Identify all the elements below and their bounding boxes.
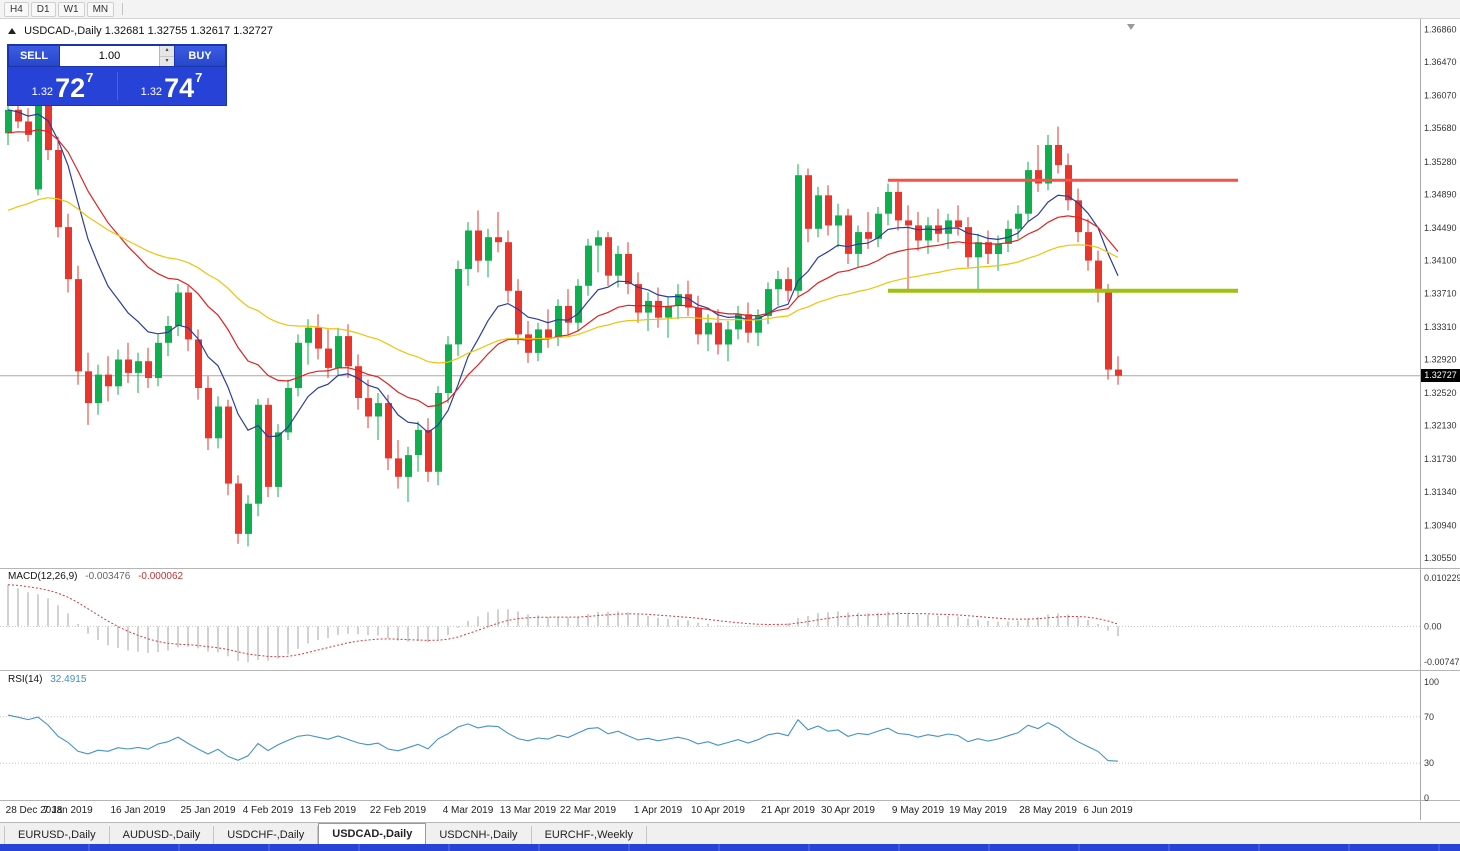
svg-text:22 Feb 2019: 22 Feb 2019 [370, 805, 427, 816]
svg-text:1.33710: 1.33710 [1424, 288, 1457, 298]
svg-text:28 May 2019: 28 May 2019 [1019, 805, 1077, 816]
svg-text:0.010229: 0.010229 [1424, 573, 1460, 583]
sell-price-big: 72 [55, 73, 86, 103]
svg-text:25 Jan 2019: 25 Jan 2019 [180, 805, 235, 816]
svg-text:1.32520: 1.32520 [1424, 388, 1457, 398]
sell-button[interactable]: SELL [8, 45, 60, 67]
buy-price-prefix: 1.32 [140, 86, 163, 98]
svg-text:1.32920: 1.32920 [1424, 355, 1457, 365]
svg-text:16 Jan 2019: 16 Jan 2019 [110, 805, 165, 816]
chart-tab-eurusd-daily[interactable]: EURUSD-,Daily [4, 826, 110, 845]
buy-price[interactable]: 1.32 74 7 [117, 67, 226, 105]
svg-text:21 Apr 2019: 21 Apr 2019 [761, 805, 815, 816]
one-click-toggle-icon[interactable] [8, 28, 16, 34]
buy-button[interactable]: BUY [174, 45, 226, 67]
svg-text:13 Mar 2019: 13 Mar 2019 [500, 805, 557, 816]
svg-text:1.35680: 1.35680 [1424, 123, 1457, 133]
svg-text:6 Jun 2019: 6 Jun 2019 [1083, 805, 1133, 816]
svg-text:1.35280: 1.35280 [1424, 157, 1457, 167]
svg-text:1.34890: 1.34890 [1424, 189, 1457, 199]
svg-text:0.00: 0.00 [1424, 621, 1442, 631]
svg-text:1 Apr 2019: 1 Apr 2019 [634, 805, 683, 816]
rsi-value: 32.4915 [50, 674, 87, 685]
svg-text:10 Apr 2019: 10 Apr 2019 [691, 805, 745, 816]
timeframe-d1-button[interactable]: D1 [30, 1, 56, 17]
chart-tab-usdcad-daily[interactable]: USDCAD-,Daily [318, 823, 427, 846]
chart-header: USDCAD-,Daily 1.32681 1.32755 1.32617 1.… [8, 25, 273, 37]
macd-main-value: -0.003476 [85, 571, 131, 582]
svg-text:1.30550: 1.30550 [1424, 553, 1457, 563]
svg-text:100: 100 [1424, 677, 1439, 687]
svg-text:19 May 2019: 19 May 2019 [949, 805, 1007, 816]
svg-text:1.33310: 1.33310 [1424, 322, 1457, 332]
chart-tab-eurchf-weekly[interactable]: EURCHF-,Weekly [532, 826, 647, 845]
sell-price-pip: 7 [86, 70, 94, 85]
svg-text:1.34490: 1.34490 [1424, 223, 1457, 233]
volume-down-button[interactable]: ▾ [160, 56, 174, 66]
chart-tabs-bar: EURUSD-,Daily AUDUSD-,Daily USDCHF-,Daily U… [0, 822, 1460, 846]
chart-title: USDCAD-,Daily [24, 25, 102, 37]
volume-input[interactable]: 1.00 ▴ ▾ [60, 45, 174, 67]
timeframe-w1-button[interactable]: W1 [57, 1, 85, 17]
chart-ohlc-values: 1.32681 1.32755 1.32617 1.32727 [104, 25, 273, 37]
buy-price-pip: 7 [195, 70, 203, 85]
macd-signal-value: -0.000062 [138, 571, 184, 582]
sell-price[interactable]: 1.32 72 7 [8, 67, 117, 105]
volume-spinner: ▴ ▾ [159, 46, 174, 66]
svg-text:28 Dec 2018: 28 Dec 2018 [6, 805, 63, 816]
svg-text:1.31730: 1.31730 [1424, 454, 1457, 464]
svg-text:1.30940: 1.30940 [1424, 520, 1457, 530]
svg-text:-0.007472: -0.007472 [1424, 657, 1460, 667]
timeframe-mn-button[interactable]: MN [86, 1, 115, 17]
svg-text:4 Mar 2019: 4 Mar 2019 [443, 805, 494, 816]
buy-price-big: 74 [164, 73, 195, 103]
volume-up-button[interactable]: ▴ [160, 46, 174, 57]
svg-text:70: 70 [1424, 712, 1434, 722]
svg-text:1.36860: 1.36860 [1424, 24, 1457, 34]
bottom-blue-strip [0, 844, 1460, 851]
svg-text:0: 0 [1424, 793, 1429, 803]
svg-text:1.34100: 1.34100 [1424, 256, 1457, 266]
rsi-indicator-label: RSI(14) 32.4915 [8, 674, 86, 685]
timeframe-buttons: H4 D1 W1 MN [4, 1, 116, 17]
toolbar-separator [122, 3, 124, 15]
chart-tab-usdcnh-daily[interactable]: USDCNH-,Daily [426, 826, 532, 845]
svg-text:1.36070: 1.36070 [1424, 91, 1457, 101]
chart-tab-usdchf-daily[interactable]: USDCHF-,Daily [214, 826, 319, 845]
chart-shift-icon[interactable] [1127, 24, 1135, 30]
one-click-trade-panel: SELL 1.00 ▴ ▾ BUY 1.32 72 7 1.32 74 7 [8, 45, 226, 105]
svg-text:9 May 2019: 9 May 2019 [892, 805, 945, 816]
svg-text:1.32130: 1.32130 [1424, 421, 1457, 431]
svg-text:1.36470: 1.36470 [1424, 57, 1457, 67]
macd-indicator-label: MACD(12,26,9) -0.003476 -0.000062 [8, 571, 183, 582]
volume-value[interactable]: 1.00 [98, 50, 121, 62]
chart-tab-audusd-daily[interactable]: AUDUSD-,Daily [110, 826, 215, 845]
timeframe-toolbar: H4 D1 W1 MN [0, 0, 1460, 19]
current-price-badge: 1.32727 [1421, 369, 1460, 382]
macd-name: MACD(12,26,9) [8, 571, 78, 582]
svg-text:30: 30 [1424, 758, 1434, 768]
svg-text:30 Apr 2019: 30 Apr 2019 [821, 805, 875, 816]
svg-text:22 Mar 2019: 22 Mar 2019 [560, 805, 617, 816]
svg-text:4 Feb 2019: 4 Feb 2019 [243, 805, 294, 816]
svg-text:13 Feb 2019: 13 Feb 2019 [300, 805, 357, 816]
svg-text:7 Jan 2019: 7 Jan 2019 [43, 805, 93, 816]
rsi-name: RSI(14) [8, 674, 43, 685]
price-divider [117, 72, 118, 100]
timeframe-h4-button[interactable]: H4 [4, 1, 29, 17]
sell-price-prefix: 1.32 [31, 86, 54, 98]
svg-text:1.31340: 1.31340 [1424, 487, 1457, 497]
